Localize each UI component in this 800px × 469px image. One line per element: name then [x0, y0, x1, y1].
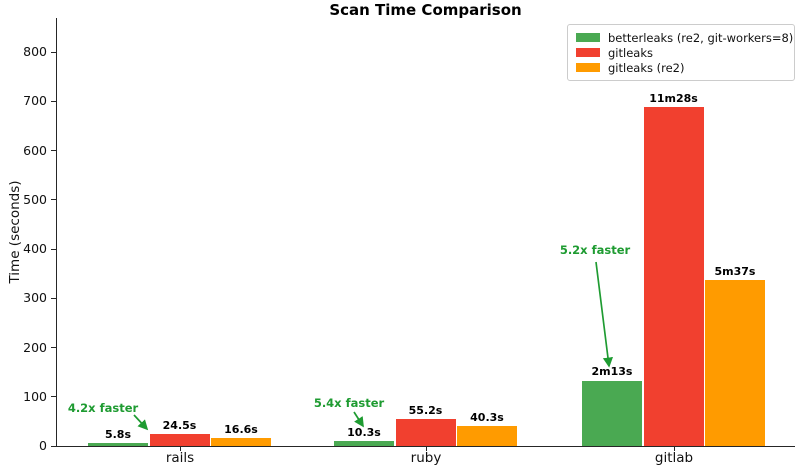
y-tick-label: 700: [23, 93, 47, 109]
legend-item: gitleaks (re2): [576, 61, 786, 75]
bar-value-label: 16.6s: [224, 422, 258, 436]
annotation-text: 5.2x faster: [559, 243, 631, 257]
y-tick-label: 800: [23, 44, 47, 59]
legend-item: betterleaks (re2, git-workers=8): [576, 31, 793, 45]
legend-swatch: [576, 48, 600, 57]
bar-value-label: 24.5s: [162, 418, 197, 432]
bar-ruby-series0: [334, 440, 394, 446]
x-tick-mark: [425, 447, 427, 451]
x-tick-mark: [673, 447, 675, 451]
bar-value-label: 11m28s: [649, 92, 698, 106]
bar-rails-series0: [88, 443, 148, 446]
annotation-arrow: [133, 414, 149, 431]
y-tick-mark: [51, 248, 56, 250]
x-category-label-gitlab: gitlab: [654, 450, 694, 466]
annotation-arrow: [353, 411, 364, 428]
annotation-text: 5.4x faster: [313, 396, 385, 410]
bar-ruby-series1: [395, 418, 456, 446]
bar-gitlab-series0: [582, 380, 642, 446]
legend: betterleaks (re2, git-workers=8) gitleaks…: [567, 24, 795, 81]
bar-rails-series2: [211, 437, 271, 446]
bar-ruby-series2: [457, 426, 517, 446]
y-tick-mark: [51, 150, 56, 151]
bar-value-label: 10.3s: [347, 425, 381, 439]
y-tick-mark: [51, 100, 56, 102]
legend-swatch: [576, 63, 600, 72]
annotation-arrow: [595, 261, 614, 368]
annotation-text: 4.2x faster: [67, 401, 139, 415]
y-tick-mark: [51, 347, 56, 348]
legend-item: gitleaks: [576, 46, 786, 60]
y-tick-label: 600: [23, 142, 47, 158]
chart-title: Scan Time Comparison: [329, 1, 522, 19]
y-tick-mark: [51, 199, 56, 201]
y-tick-label: 0: [39, 438, 47, 453]
y-axis-spine: [56, 18, 57, 446]
y-tick-mark: [51, 396, 56, 398]
y-tick-label: 500: [23, 191, 47, 207]
legend-label: betterleaks (re2, git-workers=8): [608, 30, 794, 45]
legend-label: gitleaks: [608, 45, 653, 60]
y-tick-mark: [51, 445, 56, 447]
y-tick-mark: [51, 297, 56, 299]
bar-value-label: 5m37s: [714, 265, 756, 279]
y-tick-label: 200: [23, 339, 47, 355]
legend-swatch: [576, 33, 600, 42]
x-category-label-ruby: ruby: [410, 450, 442, 466]
bar-value-label: 5.8s: [104, 428, 132, 442]
bar-value-label: 2m13s: [591, 365, 633, 379]
y-tick-label: 100: [23, 388, 47, 404]
y-tick-mark: [51, 51, 56, 53]
bar-rails-series1: [149, 433, 210, 446]
y-tick-label: 400: [23, 241, 47, 256]
x-axis-spine: [56, 446, 795, 447]
x-category-label-rails: rails: [165, 450, 195, 466]
bar-gitlab-series1: [643, 107, 704, 446]
legend-label: gitleaks (re2): [608, 60, 685, 75]
bar-gitlab-series2: [705, 280, 765, 446]
y-tick-label: 300: [23, 290, 47, 306]
x-tick-mark: [179, 447, 181, 451]
bar-value-label: 55.2s: [408, 403, 443, 417]
bar-value-label: 40.3s: [470, 411, 504, 425]
